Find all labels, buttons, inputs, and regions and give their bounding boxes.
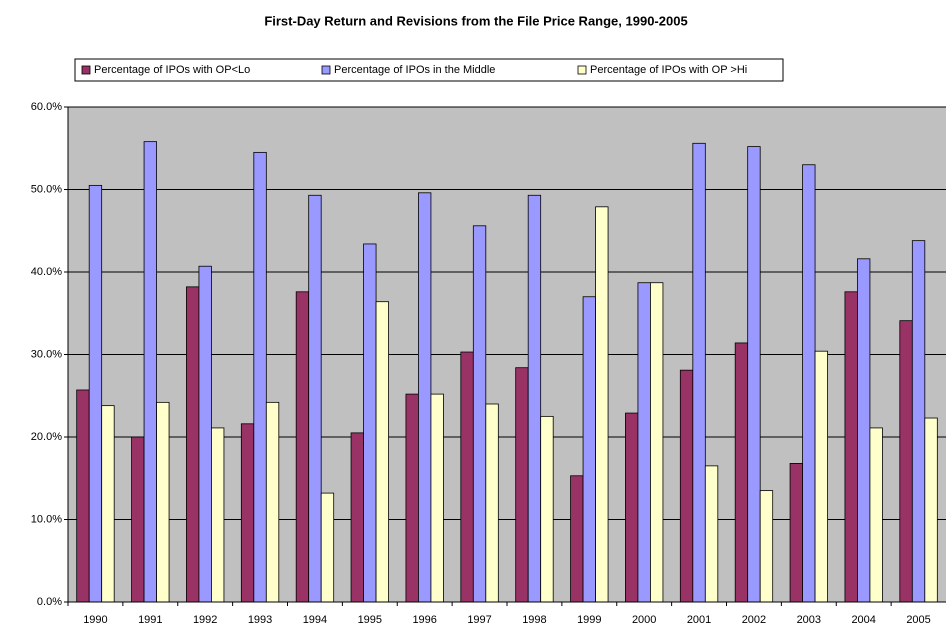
y-tick-label: 60.0% xyxy=(31,101,62,113)
x-tick-label: 2002 xyxy=(742,614,766,626)
legend-label: Percentage of IPOs with OP<Lo xyxy=(94,64,250,76)
bar xyxy=(320,492,335,603)
bar xyxy=(240,423,255,603)
bar xyxy=(625,412,639,603)
x-tick-label: 1997 xyxy=(467,614,491,626)
legend-swatch xyxy=(81,65,91,75)
bar xyxy=(704,465,719,603)
bar xyxy=(924,417,938,603)
bar xyxy=(814,350,828,603)
bar xyxy=(527,194,542,603)
legend-swatch xyxy=(321,65,331,75)
legend-label: Percentage of IPOs in the Middle xyxy=(334,64,495,76)
y-tick-label: 10.0% xyxy=(31,513,62,525)
bar xyxy=(582,296,596,603)
x-tick-label: 1990 xyxy=(83,614,107,626)
bar xyxy=(637,282,651,603)
bar xyxy=(679,369,694,603)
bar xyxy=(418,192,432,603)
bar xyxy=(844,291,858,603)
bar xyxy=(857,258,871,603)
x-tick-label: 1993 xyxy=(248,614,272,626)
bar xyxy=(869,427,883,603)
bar xyxy=(186,286,200,603)
bar xyxy=(650,282,664,603)
x-tick-label: 1998 xyxy=(522,614,546,626)
bar xyxy=(747,146,761,603)
x-tick-label: 2005 xyxy=(906,614,930,626)
bar xyxy=(253,151,267,603)
x-tick-label: 1994 xyxy=(303,614,327,626)
bar xyxy=(405,393,419,603)
legend-label: Percentage of IPOs with OP >Hi xyxy=(590,64,747,76)
x-tick-label: 1991 xyxy=(138,614,162,626)
x-tick-label: 1992 xyxy=(193,614,217,626)
x-tick-label: 1995 xyxy=(358,614,382,626)
bar xyxy=(156,401,170,603)
y-tick-label: 40.0% xyxy=(31,266,62,278)
bar xyxy=(911,240,926,603)
legend-box xyxy=(74,58,784,82)
bar xyxy=(759,490,774,603)
bar xyxy=(802,164,816,603)
chart-title: First-Day Return and Revisions from the … xyxy=(264,13,687,28)
bar xyxy=(789,462,803,603)
bar xyxy=(88,184,103,603)
bar xyxy=(540,415,554,603)
bar xyxy=(350,432,364,603)
x-tick-label: 1999 xyxy=(577,614,601,626)
bar xyxy=(211,427,225,603)
y-tick-label: 30.0% xyxy=(31,348,62,360)
bar xyxy=(472,225,487,603)
bar xyxy=(143,141,157,603)
legend-swatch xyxy=(577,65,587,75)
bar xyxy=(485,403,499,603)
bar xyxy=(76,389,90,603)
bar xyxy=(515,367,529,603)
bar xyxy=(692,142,706,603)
x-tick-label: 2003 xyxy=(797,614,821,626)
bar xyxy=(460,351,474,603)
bar xyxy=(595,206,609,603)
bar xyxy=(198,265,212,603)
bar xyxy=(295,291,310,603)
bar xyxy=(734,342,749,603)
bar xyxy=(430,393,444,603)
y-tick-label: 0.0% xyxy=(37,596,62,608)
x-tick-label: 2000 xyxy=(632,614,656,626)
bar xyxy=(308,194,322,603)
bar xyxy=(101,405,115,603)
y-tick-label: 20.0% xyxy=(31,431,62,443)
bar xyxy=(570,475,584,603)
bar xyxy=(899,320,913,603)
x-tick-label: 2001 xyxy=(687,614,711,626)
bar xyxy=(375,301,389,603)
y-tick-label: 50.0% xyxy=(31,183,62,195)
bar xyxy=(131,436,145,603)
bar xyxy=(265,401,280,603)
x-tick-label: 1996 xyxy=(412,614,436,626)
bar xyxy=(363,243,377,603)
x-tick-label: 2004 xyxy=(851,614,875,626)
